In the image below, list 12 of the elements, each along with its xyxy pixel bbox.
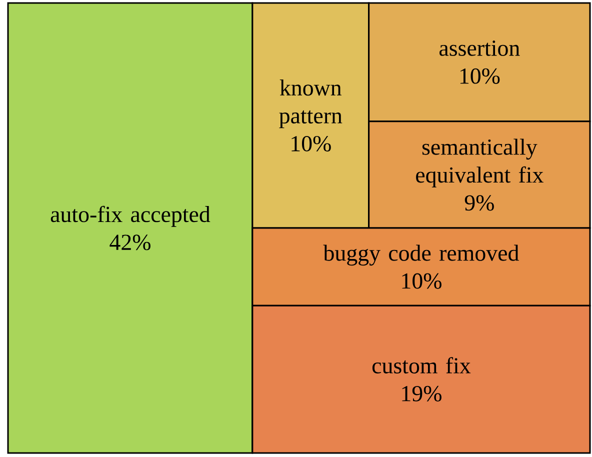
data-label: 10% [460, 68, 500, 84]
data-label: 10% [292, 136, 331, 152]
category-label: assertion [440, 40, 520, 56]
data-label: 42% [110, 234, 150, 250]
category-label: known pattern [279, 79, 342, 128]
category-label: buggy code removed [323, 244, 519, 266]
category-label: custom fix [372, 357, 471, 374]
data-label: 10% [402, 273, 442, 289]
category-label: semantically equivalent fix [416, 138, 544, 188]
data-label: 19% [402, 386, 442, 402]
category-label: auto-fix accepted [50, 206, 210, 227]
data-label: 9% [464, 195, 494, 211]
